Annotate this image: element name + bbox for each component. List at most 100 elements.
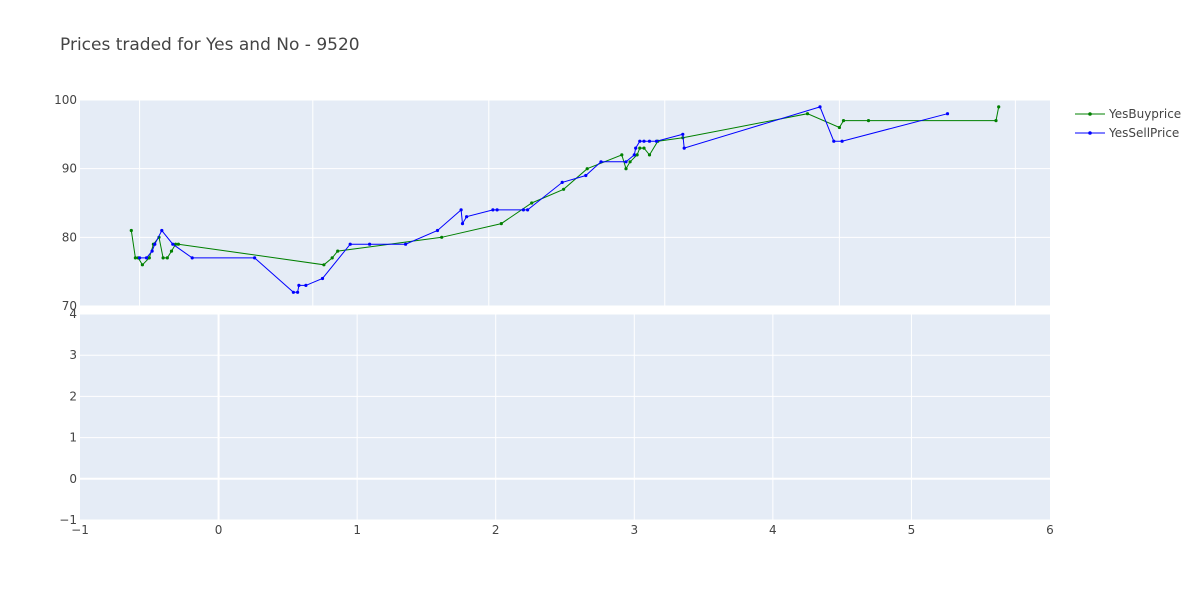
data-point-YesBuyprice[interactable] bbox=[336, 249, 340, 253]
data-point-YesBuyprice[interactable] bbox=[129, 228, 133, 233]
data-point-YesBuyprice[interactable] bbox=[133, 256, 137, 260]
data-point-YesSellPrice[interactable] bbox=[368, 242, 372, 246]
data-point-YesBuyprice[interactable] bbox=[638, 146, 642, 150]
data-point-YesBuyprice[interactable] bbox=[530, 201, 534, 205]
x-tick-label: 4 bbox=[769, 523, 777, 537]
data-point-YesSellPrice[interactable] bbox=[682, 146, 686, 150]
data-point-YesSellPrice[interactable] bbox=[153, 242, 157, 246]
top-panel: 70 80 90 100 bbox=[54, 93, 1050, 313]
x-tick-label: 1 bbox=[353, 523, 361, 537]
data-point-YesBuyprice[interactable] bbox=[805, 112, 810, 116]
data-point-YesBuyprice[interactable] bbox=[841, 119, 846, 123]
data-point-YesSellPrice[interactable] bbox=[654, 139, 659, 143]
data-point-YesBuyprice[interactable] bbox=[647, 153, 652, 157]
data-point-YesSellPrice[interactable] bbox=[253, 256, 257, 260]
data-point-YesSellPrice[interactable] bbox=[491, 208, 495, 212]
bottom-y-tick-label: 1 bbox=[69, 431, 77, 445]
data-point-YesSellPrice[interactable] bbox=[584, 173, 588, 178]
data-point-YesBuyprice[interactable] bbox=[174, 242, 178, 246]
bottom-y-tick-label: 0 bbox=[69, 472, 77, 486]
data-point-YesBuyprice[interactable] bbox=[440, 235, 444, 239]
data-point-YesBuyprice[interactable] bbox=[147, 256, 151, 260]
data-point-YesSellPrice[interactable] bbox=[348, 242, 352, 246]
bottom-y-tick-label: 2 bbox=[69, 389, 77, 403]
data-point-YesSellPrice[interactable] bbox=[291, 290, 295, 294]
legend-item-YesSellPrice[interactable]: YesSellPrice bbox=[1075, 126, 1179, 140]
x-tick-label: 0 bbox=[215, 523, 223, 537]
data-point-YesSellPrice[interactable] bbox=[840, 139, 844, 143]
data-point-YesSellPrice[interactable] bbox=[560, 180, 564, 184]
x-tick-label: 6 bbox=[1046, 523, 1054, 537]
data-point-YesSellPrice[interactable] bbox=[832, 139, 836, 143]
legend-label: YesBuyprice bbox=[1108, 107, 1181, 121]
data-point-YesBuyprice[interactable] bbox=[866, 119, 871, 123]
data-point-YesSellPrice[interactable] bbox=[150, 249, 154, 253]
series-line-YesSellPrice bbox=[139, 106, 948, 293]
data-point-YesBuyprice[interactable] bbox=[562, 187, 566, 191]
data-point-YesSellPrice[interactable] bbox=[638, 139, 642, 143]
data-point-YesSellPrice[interactable] bbox=[624, 160, 628, 164]
data-point-YesBuyprice[interactable] bbox=[169, 249, 174, 253]
legend-swatch-marker bbox=[1088, 131, 1092, 135]
data-point-YesSellPrice[interactable] bbox=[304, 283, 308, 287]
data-point-YesBuyprice[interactable] bbox=[585, 167, 589, 171]
data-point-YesSellPrice[interactable] bbox=[465, 215, 469, 219]
data-point-YesSellPrice[interactable] bbox=[435, 228, 440, 233]
x-tick-label: 3 bbox=[630, 523, 638, 537]
data-point-YesSellPrice[interactable] bbox=[460, 222, 465, 226]
x-tick-label: −1 bbox=[71, 523, 89, 537]
data-point-YesSellPrice[interactable] bbox=[297, 283, 301, 287]
data-point-YesBuyprice[interactable] bbox=[997, 105, 1001, 109]
top-y-tick-label: 70 bbox=[62, 299, 77, 313]
data-point-YesBuyprice[interactable] bbox=[628, 160, 632, 164]
legend-swatch-marker bbox=[1088, 112, 1092, 116]
data-point-YesSellPrice[interactable] bbox=[138, 256, 142, 260]
legend-label: YesSellPrice bbox=[1108, 126, 1179, 140]
data-point-YesSellPrice[interactable] bbox=[945, 112, 950, 116]
top-y-tick-label: 80 bbox=[62, 230, 77, 244]
data-point-YesBuyprice[interactable] bbox=[176, 242, 180, 246]
data-point-YesSellPrice[interactable] bbox=[320, 276, 325, 281]
x-tick-label: 5 bbox=[908, 523, 916, 537]
data-point-YesSellPrice[interactable] bbox=[632, 153, 636, 157]
data-point-YesSellPrice[interactable] bbox=[296, 290, 300, 294]
data-point-YesSellPrice[interactable] bbox=[459, 208, 463, 212]
data-point-YesBuyprice[interactable] bbox=[994, 119, 998, 123]
data-point-YesSellPrice[interactable] bbox=[647, 139, 652, 143]
data-point-YesSellPrice[interactable] bbox=[495, 208, 499, 212]
data-point-YesBuyprice[interactable] bbox=[499, 222, 503, 226]
data-point-YesBuyprice[interactable] bbox=[837, 125, 842, 130]
bottom-panel: −1 0 1 2 3 4 −1 0 1 2 3 4 5 6 bbox=[59, 307, 1054, 537]
data-point-YesSellPrice[interactable] bbox=[818, 105, 822, 109]
data-point-YesSellPrice[interactable] bbox=[144, 256, 149, 260]
top-plot-area bbox=[80, 100, 1050, 306]
bottom-y-tick-label: 3 bbox=[69, 348, 77, 362]
x-tick-label: 2 bbox=[492, 523, 500, 537]
data-point-YesSellPrice[interactable] bbox=[190, 256, 194, 260]
data-point-YesBuyprice[interactable] bbox=[642, 146, 646, 150]
data-point-YesSellPrice[interactable] bbox=[171, 242, 175, 246]
data-point-YesBuyprice[interactable] bbox=[140, 263, 144, 267]
top-y-tick-label: 100 bbox=[54, 93, 77, 107]
series-YesSellPrice bbox=[138, 105, 950, 294]
bottom-y-tick-label: −1 bbox=[59, 513, 77, 527]
data-point-YesBuyprice[interactable] bbox=[322, 263, 326, 267]
data-point-YesSellPrice[interactable] bbox=[642, 139, 646, 143]
data-point-YesBuyprice[interactable] bbox=[620, 153, 624, 157]
data-point-YesSellPrice[interactable] bbox=[634, 146, 638, 150]
data-point-YesSellPrice[interactable] bbox=[160, 228, 164, 233]
data-point-YesSellPrice[interactable] bbox=[526, 208, 530, 212]
data-point-YesSellPrice[interactable] bbox=[521, 208, 526, 212]
data-point-YesSellPrice[interactable] bbox=[681, 132, 685, 136]
data-point-YesBuyprice[interactable] bbox=[624, 167, 628, 171]
legend[interactable]: YesBuyprice YesSellPrice bbox=[1075, 107, 1181, 140]
data-point-YesSellPrice[interactable] bbox=[599, 160, 603, 164]
data-point-YesBuyprice[interactable] bbox=[161, 256, 165, 260]
data-point-YesBuyprice[interactable] bbox=[330, 256, 334, 260]
data-point-YesSellPrice[interactable] bbox=[404, 242, 408, 246]
legend-item-YesBuyprice[interactable]: YesBuyprice bbox=[1075, 107, 1181, 121]
data-point-YesBuyprice[interactable] bbox=[165, 256, 169, 260]
data-point-YesBuyprice[interactable] bbox=[635, 153, 639, 157]
chart-title: Prices traded for Yes and No - 9520 bbox=[60, 35, 360, 55]
